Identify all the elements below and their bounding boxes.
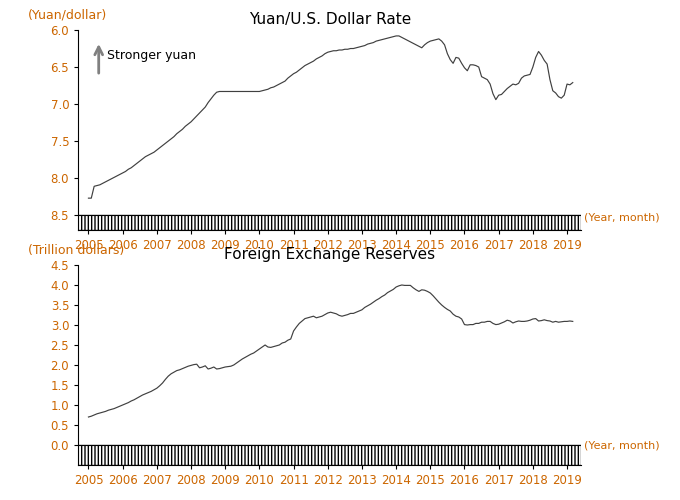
Text: (Trillion dollars): (Trillion dollars)	[28, 244, 124, 257]
Text: (Year, month): (Year, month)	[584, 213, 660, 223]
Text: (Yuan/dollar): (Yuan/dollar)	[28, 9, 107, 22]
Text: Stronger yuan: Stronger yuan	[107, 50, 197, 62]
Title: Yuan/U.S. Dollar Rate: Yuan/U.S. Dollar Rate	[249, 12, 411, 28]
Text: (Year, month): (Year, month)	[584, 441, 660, 451]
Title: Foreign Exchange Reserves: Foreign Exchange Reserves	[224, 248, 435, 262]
